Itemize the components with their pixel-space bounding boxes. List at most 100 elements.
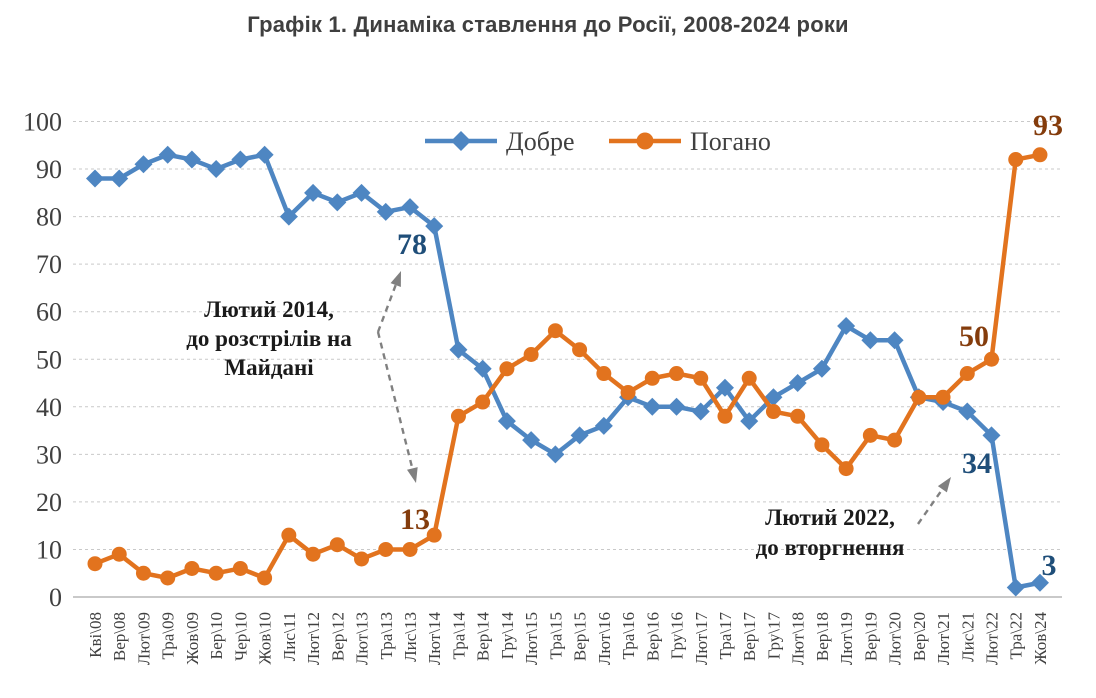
svg-text:Жов\24: Жов\24: [1031, 612, 1050, 665]
svg-text:Жов\09: Жов\09: [183, 612, 202, 665]
svg-text:Вер\15: Вер\15: [571, 612, 590, 661]
data-point-diamond: [134, 155, 153, 174]
svg-text:Тра\14: Тра\14: [449, 612, 468, 660]
svg-text:Тра\09: Тра\09: [159, 612, 178, 660]
data-point-circle: [257, 570, 273, 586]
data-point-circle: [475, 394, 491, 410]
annotation-arrows: [376, 271, 951, 525]
data-point-circle: [959, 366, 975, 382]
svg-text:Лис\21: Лис\21: [958, 612, 977, 662]
data-point-diamond: [110, 169, 129, 188]
data-point-circle: [329, 537, 345, 553]
data-point-circle: [984, 351, 1000, 367]
svg-text:Вер\19: Вер\19: [861, 612, 880, 661]
svg-text:Лют\22: Лют\22: [983, 612, 1002, 665]
svg-text:Гру\16: Гру\16: [668, 612, 687, 659]
point-labels: 78 13 34 50 3 93: [397, 109, 1063, 582]
data-point-diamond: [667, 397, 686, 416]
data-point-circle: [911, 389, 927, 405]
svg-text:Лют\17: Лют\17: [692, 612, 711, 666]
annotation-text: до вторгнення: [756, 535, 905, 560]
data-point-circle: [935, 389, 951, 405]
svg-text:Чер\10: Чер\10: [231, 612, 250, 661]
data-point-circle: [572, 342, 588, 358]
data-point-circle: [765, 404, 781, 420]
data-point-diamond: [958, 402, 977, 421]
svg-text:Вер\18: Вер\18: [813, 612, 832, 661]
data-point-diamond: [304, 183, 323, 202]
data-point-circle: [596, 366, 612, 382]
svg-text:Лют\13: Лют\13: [353, 612, 372, 665]
data-point-diamond: [328, 193, 347, 212]
annotation-text: Лютий 2022,: [765, 505, 895, 530]
y-axis-labels: 0 10 20 30 40 50 60 70 80 90 100: [23, 108, 62, 613]
svg-text:Лют\15: Лют\15: [522, 612, 541, 665]
gridlines: [73, 121, 1062, 550]
svg-text:50: 50: [36, 345, 62, 374]
data-point-circle: [378, 541, 394, 557]
svg-text:Гру\14: Гру\14: [498, 612, 517, 660]
svg-text:100: 100: [23, 108, 62, 137]
data-point-circle: [232, 560, 248, 576]
data-point-diamond: [861, 331, 880, 350]
data-point-circle: [499, 361, 515, 377]
data-point-diamond: [207, 160, 226, 179]
data-point-circle: [693, 370, 709, 386]
data-point-circle: [523, 346, 539, 362]
series-pohano-bad: [87, 147, 1048, 586]
svg-text:Тра\17: Тра\17: [716, 612, 735, 660]
svg-text:80: 80: [36, 203, 62, 232]
data-point-diamond: [594, 416, 613, 435]
svg-text:90: 90: [36, 155, 62, 184]
svg-text:Тра\22: Тра\22: [1007, 612, 1026, 660]
data-point-circle: [450, 408, 466, 424]
data-point-diamond: [522, 431, 541, 450]
data-point-circle: [281, 527, 297, 543]
svg-text:Лют\14: Лют\14: [425, 612, 444, 666]
svg-text:Бер\10: Бер\10: [207, 612, 226, 660]
data-point-circle: [717, 408, 733, 424]
chart-title: Графік 1. Динаміка ставлення до Росії, 2…: [247, 12, 849, 37]
point-value-label: 93: [1033, 109, 1063, 142]
data-point-circle: [1032, 147, 1048, 163]
data-point-circle: [741, 370, 757, 386]
data-point-circle: [402, 541, 418, 557]
svg-text:0: 0: [49, 583, 62, 612]
data-point-diamond: [279, 207, 298, 226]
data-point-circle: [887, 432, 903, 448]
data-point-circle: [814, 437, 830, 453]
data-point-diamond: [740, 412, 759, 431]
data-point-diamond: [376, 202, 395, 221]
data-point-circle: [111, 546, 127, 562]
data-point-diamond: [691, 402, 710, 421]
svg-text:10: 10: [36, 535, 62, 564]
data-point-circle: [426, 527, 442, 543]
data-point-diamond: [1030, 573, 1049, 592]
data-point-diamond: [449, 340, 468, 359]
annotations: Лютий 2014, до розстрілів на Майдані Лютий …: [186, 297, 904, 560]
svg-text:Вер\16: Вер\16: [643, 612, 662, 661]
svg-text:Вер\17: Вер\17: [740, 612, 759, 662]
svg-text:Лис\13: Лис\13: [401, 612, 420, 662]
series-dobre-good: [86, 145, 1049, 597]
data-point-diamond: [231, 150, 250, 169]
svg-text:Лют\19: Лют\19: [837, 612, 856, 665]
data-point-diamond: [788, 374, 807, 393]
svg-text:Лют\18: Лют\18: [789, 612, 808, 665]
data-point-circle: [862, 427, 878, 443]
data-point-diamond: [255, 145, 274, 164]
data-point-diamond: [812, 359, 831, 378]
data-point-diamond: [473, 359, 492, 378]
svg-text:Кві\08: Кві\08: [86, 612, 105, 658]
legend-diamond-icon: [451, 131, 471, 151]
svg-text:Вер\14: Вер\14: [474, 612, 493, 662]
x-axis-labels: Кві\08 Вер\08 Лют\09 Тра\09 Жов\09 Бер\10 Чер\…: [86, 612, 1050, 666]
data-point-diamond: [715, 378, 734, 397]
data-point-diamond: [425, 217, 444, 236]
svg-text:70: 70: [36, 250, 62, 279]
data-point-diamond: [497, 412, 516, 431]
data-point-circle: [184, 560, 200, 576]
legend-circle-icon: [636, 132, 654, 150]
data-point-circle: [644, 370, 660, 386]
